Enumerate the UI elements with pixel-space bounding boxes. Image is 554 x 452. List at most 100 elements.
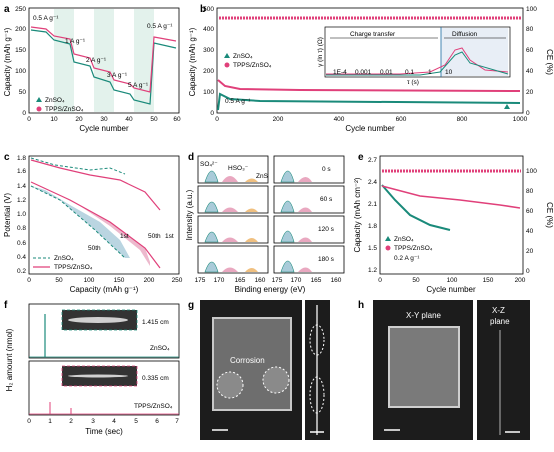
panel-a-xtick: 60 [173,116,181,123]
panel-c-legend-tpps: TPPS/ZnSO₄ [54,264,93,271]
panel-d-xtick: 175 [272,277,283,284]
panel-g: g Corrosion [188,300,330,440]
panel-c-y-ticks: 0.2 0.4 0.6 0.8 1.0 1.2 1.4 1.6 1.8 [17,155,26,275]
panel-label-e: e [358,152,364,163]
panel-c-ytick: 0.8 [17,225,26,232]
panel-label-d: d [188,152,194,163]
panel-b-rate: 0.5 A g⁻¹ [225,98,251,105]
inset-xlabel: τ (s) [407,79,419,86]
panel-b-ytick-right: 0 [526,110,530,117]
panel-f-xtick: 0 [27,418,31,425]
panel-c-ytick: 1.0 [17,211,26,218]
panel-e-ytick: 1.5 [368,245,377,252]
inset-xtick: 1E-4 [333,69,347,76]
panel-c-ytick: 0.6 [17,240,26,247]
panel-a-rate-2: 1 A g⁻¹ [65,38,86,45]
panel-a-ytick: 250 [15,6,26,13]
panel-d-xtick: 170 [291,277,302,284]
panel-a-xtick: 20 [75,116,83,123]
panel-f-xtick: 7 [175,418,179,425]
panel-c-ytick: 1.4 [17,183,26,190]
panel-f-thickness-bottom: 0.335 cm [142,375,169,382]
panel-e-ylabel-left: Capacity (mAh cm⁻²) [353,177,362,252]
panel-f-label-top: ZnSO₄ [150,345,170,352]
panel-a-legend: ZnSO₄ TPPS/ZnSO₄ [36,97,84,113]
panel-b-ytick: 200 [203,68,214,75]
panel-e-ytick-right: 40 [526,228,534,235]
inset-xtick: 10 [445,69,453,76]
panel-d-xtick: 170 [214,277,225,284]
panel-e-xlabel: Cycle number [426,285,476,294]
panel-c-ylabel: Potential (V) [3,193,12,237]
panel-f-xlabel: Time (sec) [85,427,123,436]
panel-e-ytick-right: 80 [526,188,534,195]
panel-b-series-znso4 [217,92,521,111]
panel-a: a 0.5 A g⁻¹ 1 A g⁻¹ 2 A g⁻¹ 3 A g⁻¹ 5 A … [3,4,181,133]
panel-d-xtick: 165 [311,277,322,284]
panel-a-ytick: 200 [15,26,26,33]
panel-e-ytick-right: 20 [526,248,534,255]
panel-b-y-ticks: 0 100 200 300 400 500 0 20 40 60 80 100 [203,6,537,117]
panel-d-left-column: SO₄²⁻ HSO₃⁻ ZnS 175 170 165 160 [195,155,269,284]
panel-e-ytick-right: 60 [526,208,534,215]
panel-e-ytick: 2.4 [368,179,377,186]
panel-a-xtick: 50 [150,116,158,123]
inset-photo-top [61,309,138,331]
panel-f-ylabel: H₂ amount (nmol) [5,328,14,391]
panel-b: b 0.5 A g⁻¹ ZnSO₄ TPPS/ZnSO₄ Charge tran… [188,4,554,133]
panel-d-species-so4: SO₄²⁻ [200,161,218,168]
panel-f-xtick: 3 [91,418,95,425]
panel-h-xy-label: X-Y plane [406,311,442,320]
panel-f-xtick: 2 [69,418,73,425]
panel-c-xlabel: Capacity (mAh g⁻¹) [70,285,139,294]
inset-photo-bottom [61,365,138,387]
panel-a-ytick: 150 [15,47,26,54]
panel-label-c: c [4,152,10,163]
panel-a-series-znso4 [30,29,177,105]
panel-b-ytick: 0 [210,110,214,117]
panel-c-ytick: 0.4 [17,254,26,261]
panel-b-inset: Charge transfer Diffusion 1E-4 0.001 0.0… [317,26,511,86]
panel-d-xtick: 160 [255,277,266,284]
panel-c-ytick: 0.2 [17,268,26,275]
panel-f-xtick: 5 [134,418,138,425]
panel-f-xtick: 6 [155,418,159,425]
panel-label-h: h [358,300,364,311]
panel-d-xtick: 165 [235,277,246,284]
panel-e-ytick: 2.7 [368,157,377,164]
panel-a-rate-3: 2 A g⁻¹ [86,57,107,64]
panel-d-ylabel: Intensity (a.u.) [185,189,194,240]
panel-a-xtick: 30 [100,116,108,123]
panel-h-xz-label-1: X-Z [492,306,505,315]
panel-c-legend-znso4: ZnSO₄ [54,255,74,262]
panel-b-ylabel-left: Capacity (mAh g⁻¹) [188,27,197,96]
panel-c: c 50th 1st 50th 1st ZnSO₄ TPPS/ZnSO₄ 0 5… [3,152,183,294]
panel-c-ytick: 1.8 [17,155,26,162]
panel-e-legend-znso4: ZnSO₄ [394,236,414,243]
panel-g-corrosion-label: Corrosion [230,356,265,365]
panel-a-xtick: 10 [50,116,58,123]
inset-xtick: 0.01 [380,69,393,76]
panel-e-y-ticks: 1.2 1.5 1.8 2.1 2.4 2.7 0 20 40 60 80 10… [368,157,537,275]
panel-e-legend-tpps: TPPS/ZnSO₄ [394,245,433,252]
inset-region-diffusion: Diffusion [452,31,478,38]
panel-e-xtick: 0 [378,277,382,284]
panel-b-legend-tpps: TPPS/ZnSO₄ [233,62,272,69]
panel-c-xtick: 150 [114,277,125,284]
panel-f: f 1.415 cm ZnSO₄ 0.335 cm TPPS/ZnSO₄ 0 1… [4,300,180,436]
panel-d: d SO₄²⁻ HSO₃⁻ ZnS 175 170 165 160 [185,152,345,294]
panel-c-legend: ZnSO₄ TPPS/ZnSO₄ [33,255,93,271]
panel-e-ytick-right: 0 [526,268,530,275]
panel-b-xtick: 400 [334,116,345,123]
panel-b-xtick: 200 [273,116,284,123]
inset-ylabel: γ (ln τ) (Ω) [317,37,324,67]
panel-a-rate-5: 5 A g⁻¹ [128,82,149,89]
panel-b-ytick-right: 100 [526,6,537,13]
panel-c-cycle-1-znso4: 1st [120,233,129,240]
panel-b-legend-znso4: ZnSO₄ [233,53,253,60]
panel-c-xtick: 50 [55,277,63,284]
panel-a-rate-1: 0.5 A g⁻¹ [33,15,59,22]
panel-a-ylabel: Capacity (mAh g⁻¹) [3,27,12,96]
panel-e-x-ticks: 0 50 100 150 200 [378,277,526,284]
panel-e-legend: ZnSO₄ TPPS/ZnSO₄ 0.2 A g⁻¹ [385,236,433,262]
